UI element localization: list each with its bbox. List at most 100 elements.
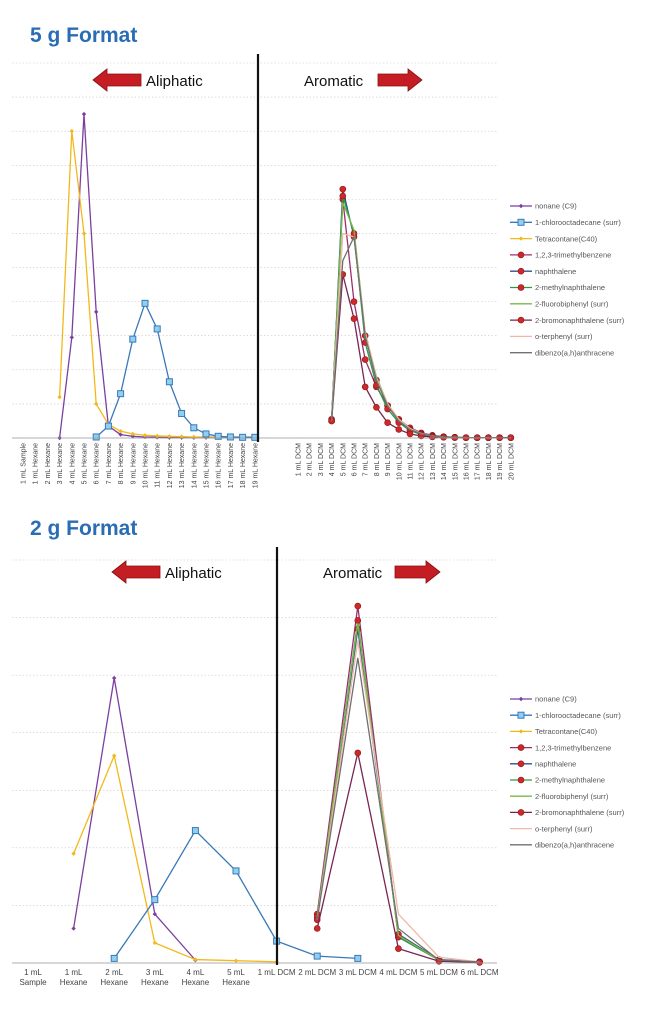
chart5g-point-1-chlorooctadecane-surr-14	[190, 424, 198, 432]
chart5g-line-1-2-3-trimethylbenzene	[330, 199, 511, 439]
x-tick-5g-19-ml-dcm: 19 mL DCM	[497, 443, 504, 480]
chart5g-legend-label-1-2-3-trimethylbenzene: 1,2,3-trimethylbenzene	[535, 251, 611, 260]
region-label-aliphatic-5g: Aliphatic	[146, 73, 203, 90]
chart2g-point-nonane-c9-2	[112, 675, 117, 681]
chart-title-2g: 2 g Format	[30, 517, 137, 540]
chart5g-legend-marker-1-2-3-trimethylbenzene	[517, 251, 525, 259]
chart2g-point-tetracontane-c40-4	[193, 957, 198, 962]
chart5g-point-tetracontane-c40-8	[118, 428, 123, 434]
x-tick-2g-5-ml-dcm: 5 mL DCM	[420, 968, 458, 977]
aromatic-arrow-5g	[377, 68, 423, 92]
chart5g-point-tetracontane-c40-9	[130, 431, 135, 437]
x-tick-2g-3-ml-hexane: 3 mL Hexane	[141, 968, 169, 987]
chart5g-line-tetracontane-c40	[58, 131, 255, 438]
chart2g-line-nonane-c9	[72, 677, 196, 961]
x-tick-2g-2-ml-hexane: 2 mL Hexane	[100, 968, 128, 987]
x-tick-5g-1-ml-dcm: 1 mL DCM	[296, 443, 303, 476]
chart2g-point-2-bromonaphthalene-surr-8	[354, 749, 362, 757]
x-tick-5g-20-ml-dcm: 20 mL DCM	[508, 443, 515, 480]
chart5g-legend-label-tetracontane-c40: Tetracontane(C40)	[535, 234, 598, 243]
chart-title-5g: 5 g Format	[30, 24, 137, 47]
chart5g-line-1-chlorooctadecane-surr	[95, 301, 255, 438]
chart2g-point-nonane-c9-1	[71, 926, 76, 931]
x-tick-5g-4-ml-hexane: 4 mL Hexane	[69, 443, 76, 484]
x-tick-5g-2-ml-dcm: 2 mL DCM	[307, 443, 314, 476]
chart5g-line-naphthalene	[330, 188, 511, 439]
chart2g-legend-label-1-chlorooctadecane-surr: 1-chlorooctadecane (surr)	[535, 711, 621, 720]
chart2g-point-tetracontane-c40-3	[152, 940, 157, 946]
x-tick-5g-7-ml-hexane: 7 mL Hexane	[106, 443, 113, 484]
chart2g-line-o-terphenyl-surr	[316, 640, 480, 963]
chart5g-point-nonane-c9-4	[69, 335, 74, 340]
aliphatic-arrow-2g	[111, 560, 161, 584]
chart2g-legend-marker-nonane-c9	[518, 696, 524, 702]
region-label-aromatic-2g: Aromatic	[323, 565, 383, 582]
chart5g-point-tetracontane-c40-5	[81, 231, 87, 236]
chart5g-point-2-bromonaphthalene-surr-7	[373, 404, 380, 411]
region-label-aliphatic-2g: Aliphatic	[165, 565, 222, 582]
x-tick-5g-18-ml-dcm: 18 mL DCM	[486, 443, 493, 480]
x-tick-5g-15-ml-dcm: 15 mL DCM	[452, 443, 459, 480]
x-tick-2g-4-ml-hexane: 4 mL Hexane	[182, 968, 210, 987]
x-tick-5g-9-ml-hexane: 9 mL Hexane	[130, 443, 137, 484]
x-tick-5g-12-ml-hexane: 12 mL Hexane	[167, 443, 174, 488]
chart2g-point-1-chlorooctadecane-surr-3	[151, 896, 159, 904]
x-tick-5g-10-ml-hexane: 10 mL Hexane	[143, 443, 150, 488]
x-tick-5g-7-ml-dcm: 7 mL DCM	[363, 443, 370, 476]
chart5g-point-1-chlorooctadecane-surr-11	[153, 325, 161, 333]
chart5g-point-tetracontane-c40-10	[142, 433, 148, 438]
x-tick-5g-14-ml-dcm: 14 mL DCM	[441, 443, 448, 480]
chart5g-point-1-2-3-trimethylbenzene-5	[350, 298, 358, 305]
chart2g-point-1-chlorooctadecane-surr-4	[191, 827, 199, 835]
x-tick-5g-13-ml-dcm: 13 mL DCM	[430, 443, 437, 480]
x-tick-2g-3-ml-dcm: 3 mL DCM	[339, 968, 377, 977]
x-tick-5g-10-ml-dcm: 10 mL DCM	[396, 443, 403, 480]
x-tick-5g-3-ml-hexane: 3 mL Hexane	[57, 443, 64, 484]
chart5g-point-1-chlorooctadecane-surr-15	[202, 430, 210, 438]
chart2g-line-tetracontane-c40	[72, 753, 277, 963]
x-tick-5g-17-ml-hexane: 17 mL Hexane	[228, 443, 235, 488]
chart2g-legend-marker-1-2-3-trimethylbenzene	[517, 744, 525, 751]
chart2g-point-1-chlorooctadecane-surr-7	[313, 952, 321, 960]
x-tick-5g-8-ml-dcm: 8 mL DCM	[374, 443, 381, 476]
chart5g-point-1-chlorooctadecane-surr-9	[129, 335, 137, 343]
chart5g-legend-marker-nonane-c9	[518, 203, 524, 209]
x-tick-5g-19-ml-hexane: 19 mL Hexane	[252, 443, 259, 488]
chart5g-point-nonane-c9-5	[81, 111, 87, 117]
x-tick-5g-2-ml-hexane: 2 mL Hexane	[45, 443, 52, 484]
chart5g-point-tetracontane-c40-4	[69, 128, 74, 134]
chart5g-point-2-bromonaphthalene-surr-5	[350, 315, 358, 322]
chart5g-legend-label-1-chlorooctadecane-surr: 1-chlorooctadecane (surr)	[535, 218, 621, 227]
chart5g-point-2-bromonaphthalene-surr-10	[406, 430, 414, 438]
x-tick-5g-12-ml-dcm: 12 mL DCM	[419, 443, 426, 480]
chart2g-point-tetracontane-c40-1	[71, 851, 76, 856]
chart5g-line-2-fluorobiphenyl-surr	[330, 202, 511, 439]
x-tick-5g-16-ml-dcm: 16 mL DCM	[464, 443, 471, 480]
chart5g-legend-label-o-terphenyl-surr: o-terphenyl (surr)	[535, 332, 593, 341]
chart5g-point-nonane-c9-9	[130, 434, 135, 439]
chart5g-point-1-chlorooctadecane-surr-12	[165, 378, 173, 386]
x-tick-2g-5-ml-hexane: 5 mL Hexane	[222, 968, 250, 987]
x-tick-5g-3-ml-dcm: 3 mL DCM	[318, 443, 325, 476]
chart2g-legend-label-naphthalene: naphthalene	[535, 760, 576, 769]
chart2g-point-tetracontane-c40-5	[233, 958, 239, 963]
chart5g-point-nonane-c9-6	[94, 309, 99, 315]
chart5g-legend-marker-1-chlorooctadecane-surr	[517, 218, 525, 226]
x-tick-5g-18-ml-hexane: 18 mL Hexane	[240, 443, 247, 488]
chart2g-line-1-2-3-trimethylbenzene	[316, 605, 480, 963]
chart2g-point-1-chlorooctadecane-surr-8	[354, 954, 362, 962]
x-tick-2g-1-ml-hexane: 1 mL Hexane	[60, 968, 88, 987]
chart5g-point-2-bromonaphthalene-surr-9	[395, 426, 403, 433]
chart5g-point-1-2-3-trimethylbenzene-6	[361, 356, 369, 363]
chart5g-legend-marker-naphthalene	[517, 267, 525, 275]
chart2g-point-nonane-c9-3	[152, 911, 157, 917]
chart-2g-format: Aliphatic Aromatic 1 mL Sample 1 mL Hexane 2 m…	[12, 547, 625, 987]
chart2g-legend-label-2-bromonaphthalene-surr: 2-bromonaphthalene (surr)	[535, 808, 625, 817]
chart5g-legend-label-2-fluorobiphenyl-surr: 2-fluorobiphenyl (surr)	[535, 300, 609, 309]
chart5g-legend-label-dibenzo-a-h-anthracene: dibenzo(a,h)anthracene	[535, 348, 614, 357]
chart5g-point-1-chlorooctadecane-surr-7	[104, 422, 112, 430]
x-tick-2g-6-ml-dcm: 6 mL DCM	[461, 968, 499, 977]
x-tick-5g-4-ml-dcm: 4 mL DCM	[329, 443, 336, 476]
chart5g-point-2-bromonaphthalene-surr-8	[384, 419, 391, 426]
